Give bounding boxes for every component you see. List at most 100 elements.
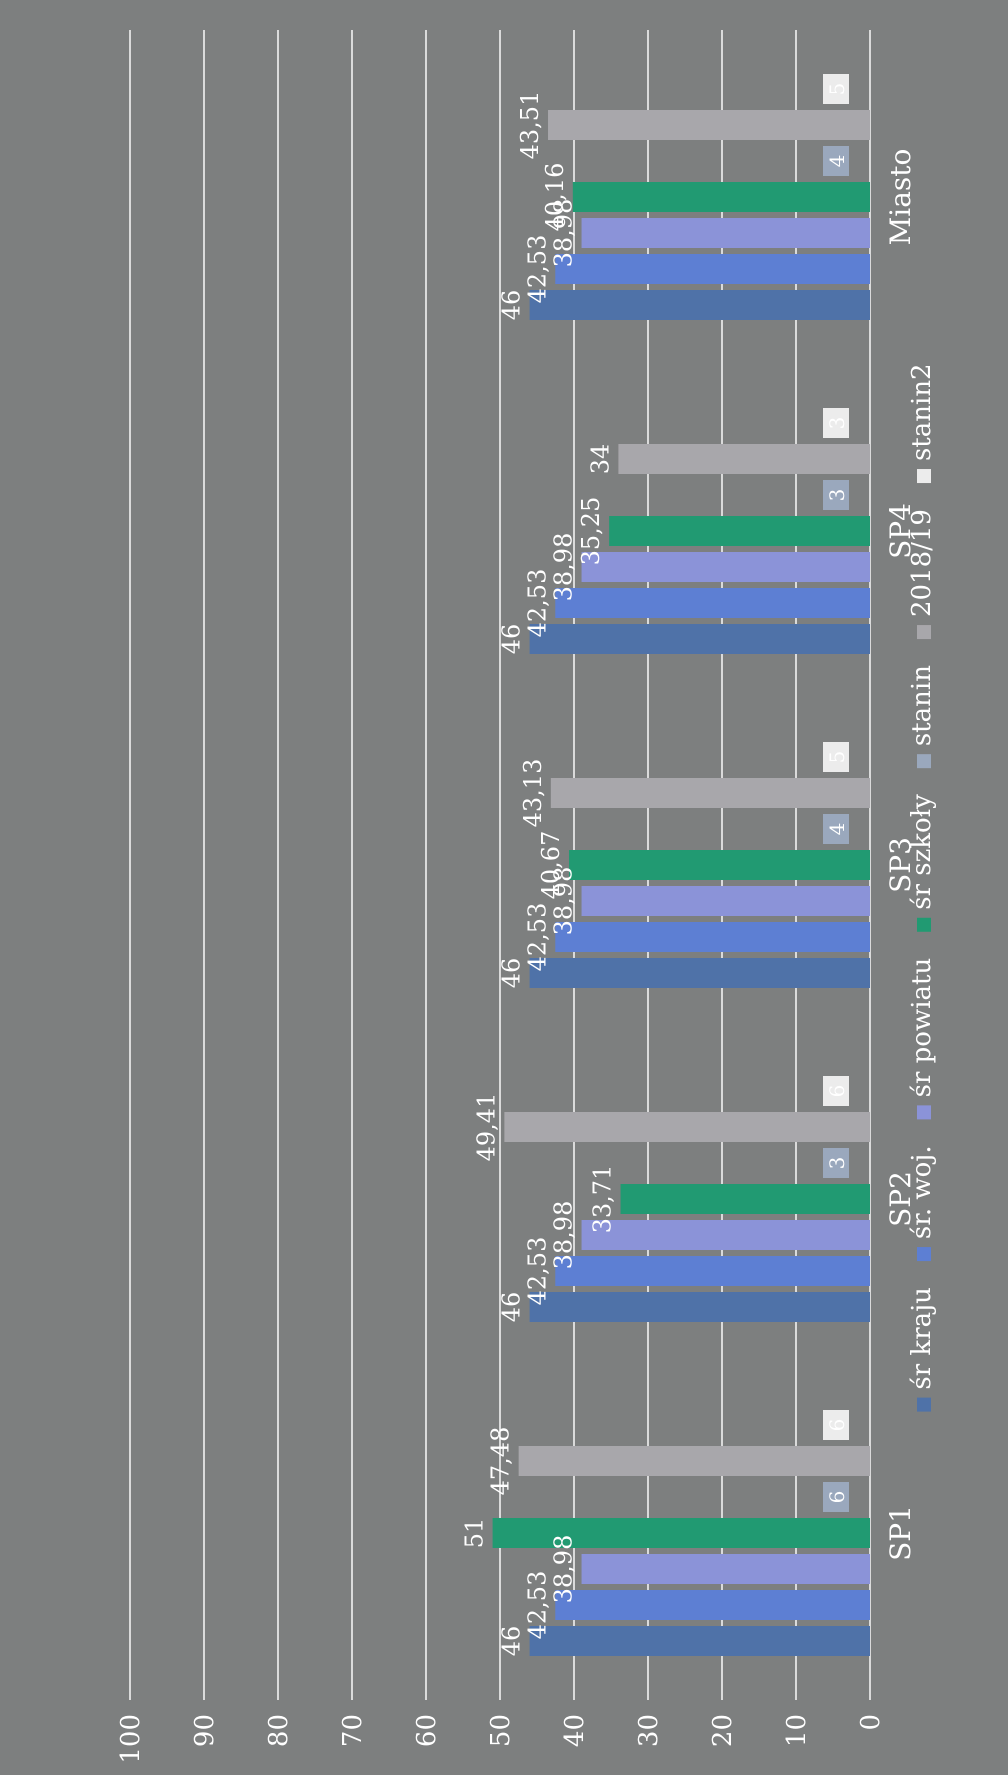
data-label: 38,98 [550, 867, 578, 936]
stanin-box [823, 814, 849, 844]
x-tick-label: SP4 [884, 503, 917, 559]
data-label: 46 [498, 1626, 526, 1657]
y-tick-label: 90 [190, 1714, 220, 1747]
legend-swatch [917, 1397, 931, 1412]
bar [529, 1292, 870, 1322]
data-label: 42,53 [523, 1237, 551, 1306]
y-tick-label: 70 [338, 1714, 368, 1747]
bar [618, 444, 871, 474]
x-tick-label: Miasto [884, 149, 917, 246]
data-label: 42,53 [523, 569, 551, 638]
bar [581, 886, 870, 916]
data-label: 43,51 [516, 91, 544, 160]
data-labels: 4642,5338,9851647,4864642,5338,9833,7134… [461, 83, 849, 1657]
legend-swatch [917, 469, 931, 484]
data-label: 5 [825, 751, 849, 764]
data-label: 3 [825, 489, 849, 502]
data-label: 3 [825, 1157, 849, 1170]
y-tick-label: 20 [708, 1714, 738, 1747]
legend-label: śr szkoły [907, 794, 937, 910]
data-label: 49,41 [472, 1093, 500, 1162]
bar [569, 850, 870, 880]
bar [518, 1446, 870, 1476]
stanin-box [823, 1148, 849, 1178]
bar [555, 1590, 870, 1620]
data-label: 42,53 [523, 903, 551, 972]
legend-label: stanin2 [907, 363, 937, 461]
data-label: 40,67 [537, 831, 565, 900]
y-tick-label: 30 [634, 1714, 664, 1747]
bar [555, 922, 870, 952]
data-label: 38,98 [550, 1535, 578, 1604]
data-label: 6 [825, 1491, 849, 1504]
stanin-box [823, 1410, 849, 1440]
legend-swatch [917, 1247, 931, 1262]
bar [548, 110, 870, 140]
bar [529, 290, 870, 320]
legend-swatch [917, 1105, 931, 1120]
data-label: 6 [825, 1085, 849, 1098]
x-tick-label: SP2 [884, 1171, 917, 1227]
data-label: 3 [825, 417, 849, 430]
data-label: 47,48 [487, 1427, 515, 1496]
stanin-box [823, 742, 849, 772]
stanin-box [823, 146, 849, 176]
data-label: 43,13 [519, 759, 547, 828]
legend-item: stanin2 [907, 363, 937, 484]
legend-item: śr kraju [907, 1287, 937, 1412]
data-label: 42,53 [523, 1571, 551, 1640]
legend-swatch [917, 625, 931, 640]
data-label: 38,98 [550, 199, 578, 268]
bar [620, 1184, 871, 1214]
y-tick-label: 80 [264, 1714, 294, 1747]
bar [609, 516, 871, 546]
legend-item: śr. woj. [907, 1145, 937, 1262]
y-tick-label: 10 [782, 1714, 812, 1747]
data-label: 46 [498, 624, 526, 655]
data-label: 46 [498, 958, 526, 989]
bars [492, 74, 871, 1656]
legend-item: 2018/19 [907, 509, 937, 640]
legend-item: stanin [907, 665, 937, 769]
bar [572, 182, 870, 212]
data-label: 6 [825, 1419, 849, 1432]
stanin-box [823, 480, 849, 510]
y-tick-label: 100 [116, 1714, 146, 1764]
legend-label: śr kraju [907, 1287, 937, 1390]
stanin-box [823, 1482, 849, 1512]
bar [555, 1256, 870, 1286]
bar [581, 1220, 870, 1250]
stanin-box [823, 74, 849, 104]
legend-label: śr powiatu [907, 958, 937, 1098]
bar [492, 1518, 870, 1548]
legend-item: śr powiatu [907, 958, 937, 1120]
data-label: 4 [825, 155, 849, 168]
data-label: 33,71 [589, 1165, 617, 1234]
stanin-box [823, 408, 849, 438]
y-tick-label: 60 [412, 1714, 442, 1747]
bar [555, 588, 870, 618]
bar [529, 958, 870, 988]
legend-item: śr szkoły [907, 794, 937, 932]
data-label: 34 [586, 444, 614, 475]
y-tick-label: 40 [560, 1714, 590, 1747]
data-label: 35,25 [577, 497, 605, 566]
x-tick-label: SP1 [884, 1505, 917, 1561]
legend-swatch [917, 754, 931, 769]
bar [581, 218, 870, 248]
data-label: 4 [825, 823, 849, 836]
y-tick-label: 50 [486, 1714, 516, 1747]
data-label: 40,16 [541, 163, 569, 232]
x-axis: SP1 SP2 SP3 SP4 Miasto [884, 149, 917, 1561]
bar [555, 254, 870, 284]
data-label: 46 [498, 290, 526, 321]
data-label: 38,98 [550, 533, 578, 602]
bar [529, 1626, 870, 1656]
bar [529, 624, 870, 654]
data-label: 38,98 [550, 1201, 578, 1270]
data-label: 42,53 [523, 235, 551, 304]
legend: śr kraju śr. woj. śr powiatu śr szkoły stani… [907, 363, 937, 1412]
data-label: 5 [825, 83, 849, 96]
